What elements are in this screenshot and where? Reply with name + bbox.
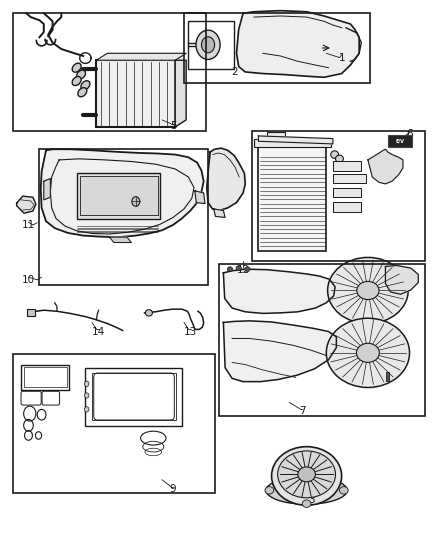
Ellipse shape	[331, 151, 339, 158]
Ellipse shape	[339, 487, 348, 494]
Ellipse shape	[336, 155, 343, 163]
Ellipse shape	[302, 500, 311, 507]
Polygon shape	[214, 209, 225, 217]
Bar	[96, 60, 175, 127]
Bar	[188, 21, 234, 69]
Bar	[21, 365, 69, 390]
Polygon shape	[44, 179, 50, 200]
Ellipse shape	[78, 87, 87, 97]
Bar	[333, 202, 361, 212]
Polygon shape	[258, 136, 333, 144]
Polygon shape	[207, 148, 245, 211]
Polygon shape	[41, 149, 204, 237]
Ellipse shape	[132, 197, 140, 206]
Ellipse shape	[85, 407, 89, 412]
Text: 9: 9	[170, 484, 177, 494]
Polygon shape	[17, 196, 36, 213]
Text: 12: 12	[237, 265, 250, 275]
Text: 6: 6	[406, 130, 413, 139]
Bar	[24, 367, 67, 387]
Text: 10: 10	[22, 275, 35, 285]
Text: 1: 1	[338, 53, 345, 62]
Ellipse shape	[302, 473, 311, 481]
Text: 2: 2	[231, 67, 238, 77]
Polygon shape	[195, 191, 205, 204]
Ellipse shape	[85, 381, 89, 386]
Bar	[254, 139, 331, 147]
Bar	[27, 309, 35, 316]
Polygon shape	[223, 269, 335, 313]
Ellipse shape	[236, 265, 241, 271]
Text: E/V: E/V	[396, 138, 404, 143]
Bar	[39, 149, 208, 285]
Ellipse shape	[81, 80, 90, 90]
Ellipse shape	[245, 266, 250, 272]
Bar	[184, 13, 370, 83]
Ellipse shape	[272, 447, 342, 505]
Ellipse shape	[298, 467, 315, 482]
Text: 13: 13	[184, 327, 197, 336]
Bar	[267, 132, 285, 139]
Ellipse shape	[77, 70, 85, 79]
Ellipse shape	[265, 487, 274, 494]
Polygon shape	[96, 53, 186, 60]
Bar	[386, 372, 389, 381]
Ellipse shape	[266, 477, 347, 504]
Text: 14: 14	[92, 327, 105, 336]
Bar	[80, 176, 158, 215]
Polygon shape	[223, 321, 336, 382]
Bar	[333, 174, 366, 183]
Ellipse shape	[201, 37, 215, 53]
Ellipse shape	[196, 30, 220, 60]
Bar	[92, 373, 176, 420]
Ellipse shape	[145, 310, 152, 316]
Text: 3: 3	[307, 495, 314, 505]
Bar	[333, 188, 361, 197]
Text: 11: 11	[22, 220, 35, 230]
Ellipse shape	[72, 63, 81, 72]
Text: 5: 5	[170, 122, 177, 131]
Ellipse shape	[326, 318, 410, 387]
Bar	[258, 147, 326, 251]
Ellipse shape	[85, 393, 89, 398]
Text: 7: 7	[299, 407, 306, 416]
Ellipse shape	[278, 451, 336, 498]
Ellipse shape	[227, 266, 233, 272]
Polygon shape	[368, 149, 403, 184]
Ellipse shape	[72, 76, 81, 86]
Ellipse shape	[328, 257, 408, 324]
Bar	[388, 135, 412, 147]
Bar	[252, 131, 425, 261]
Bar	[219, 264, 425, 416]
Bar	[13, 354, 215, 493]
Ellipse shape	[357, 281, 379, 300]
Polygon shape	[175, 60, 186, 127]
Bar	[85, 368, 182, 426]
Polygon shape	[385, 265, 418, 294]
Polygon shape	[110, 237, 131, 243]
Polygon shape	[237, 11, 359, 77]
Bar	[77, 173, 160, 219]
Bar	[13, 13, 206, 131]
Ellipse shape	[357, 343, 379, 362]
Bar	[333, 161, 361, 171]
